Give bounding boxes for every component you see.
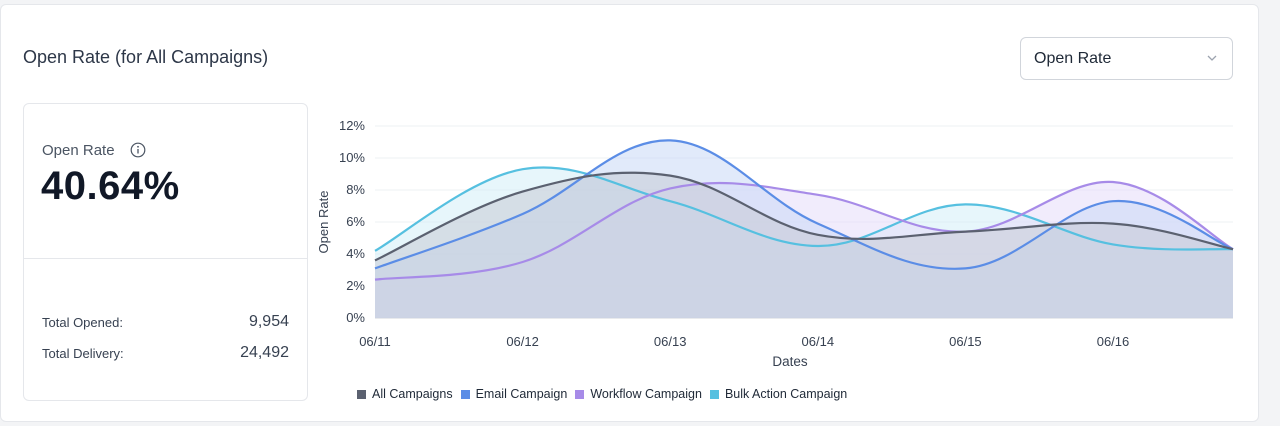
series-line-workflow-campaign <box>374 180 1234 281</box>
total-opened-label: Total Opened: <box>42 315 123 330</box>
open-rate-label: Open Rate <box>42 142 115 159</box>
series-line-email-campaign <box>374 139 1234 270</box>
total-delivery-value: 24,492 <box>240 344 289 361</box>
panel-title: Open Rate (for All Campaigns) <box>23 47 269 67</box>
y-tick-label: 0% <box>346 310 365 325</box>
open-rate-value: 40.64% <box>41 164 180 208</box>
series-line-bulk-action-campaign <box>374 166 1234 252</box>
x-tick-label: 06/14 <box>802 334 835 349</box>
legend-swatch <box>460 389 470 399</box>
y-tick-label: 4% <box>346 246 365 261</box>
x-axis-title: Dates <box>772 354 808 369</box>
legend-label: Bulk Action Campaign <box>724 387 848 401</box>
legend-label: Email Campaign <box>475 387 568 401</box>
x-tick-label: 06/13 <box>654 334 687 349</box>
total-opened-value: 9,954 <box>248 313 289 330</box>
chevron-down-icon <box>1207 55 1217 61</box>
metric-select-value: Open Rate <box>1034 50 1112 67</box>
x-tick-label: 06/15 <box>949 334 982 349</box>
x-tick-label: 06/12 <box>506 334 539 349</box>
info-icon[interactable] <box>130 142 146 158</box>
legend-label: Workflow Campaign <box>590 387 702 401</box>
legend-label: All Campaigns <box>372 387 453 401</box>
legend-swatch <box>709 389 719 399</box>
y-tick-label: 2% <box>346 278 365 293</box>
open-rate-chart: 0% 2% 4% 6% 8% 10% 12% 06/11 06/12 06/13 06/14 06/1… <box>316 118 1234 369</box>
y-tick-label: 8% <box>346 182 365 197</box>
y-axis-title: Open Rate <box>316 191 331 254</box>
legend-item[interactable]: Workflow Campaign <box>575 387 702 401</box>
y-tick-label: 12% <box>339 118 365 133</box>
chart-legend: All Campaigns Email Campaign Workflow Camp… <box>357 387 855 401</box>
x-tick-label: 06/16 <box>1097 334 1130 349</box>
legend-swatch <box>575 389 585 399</box>
x-tick-label: 06/11 <box>359 334 391 349</box>
legend-item[interactable]: All Campaigns <box>357 387 453 401</box>
metric-select[interactable]: Open Rate <box>1020 37 1233 80</box>
legend-item[interactable]: Bulk Action Campaign <box>709 387 848 401</box>
open-rate-panel: Open Rate (for All Campaigns) Open Rate … <box>0 4 1259 422</box>
total-delivery-label: Total Delivery: <box>42 346 124 361</box>
open-rate-summary-card: Open Rate 40.64% Total Opened: 9,954 Tot… <box>23 103 308 401</box>
legend-swatch <box>357 389 366 399</box>
legend-item[interactable]: Email Campaign <box>460 387 568 401</box>
series-line-all-campaigns <box>374 171 1234 262</box>
y-tick-label: 10% <box>339 150 365 165</box>
y-tick-label: 6% <box>346 214 365 229</box>
summary-divider <box>24 258 307 259</box>
